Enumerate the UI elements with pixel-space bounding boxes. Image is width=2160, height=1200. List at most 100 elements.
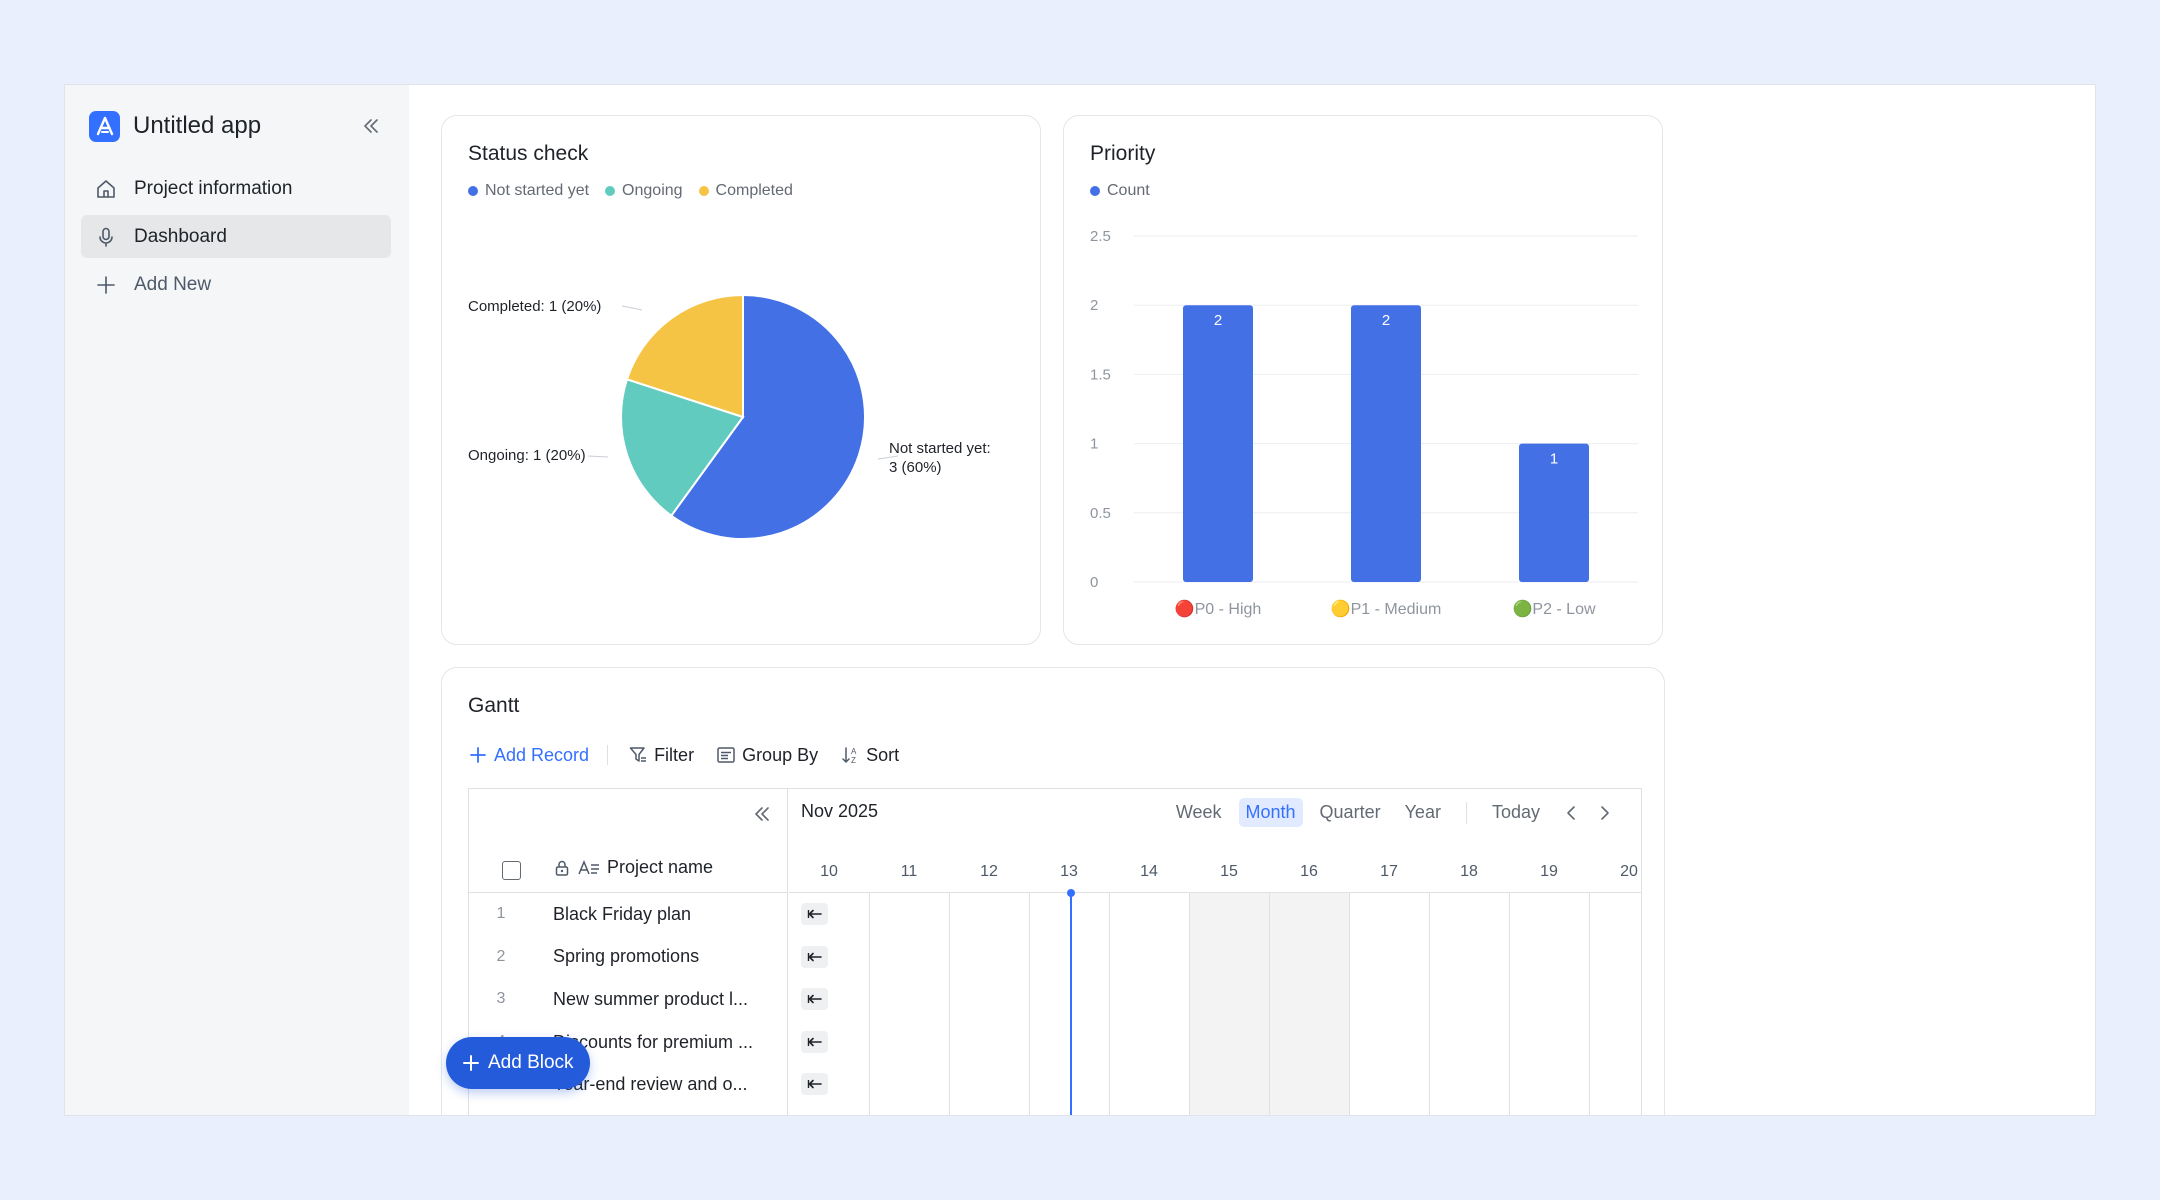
arrow-left-icon: [807, 952, 822, 961]
bar[interactable]: [1183, 305, 1253, 582]
add-record-label: Add Record: [494, 744, 590, 765]
collapse-record-list-button[interactable]: [749, 801, 775, 827]
add-block-button[interactable]: Add Block: [446, 1037, 590, 1089]
status-legend: Not started yet Ongoing Completed: [468, 182, 809, 200]
pie-slice-not-started[interactable]: [669, 293, 866, 540]
scroll-to-task-button[interactable]: [801, 1030, 828, 1053]
view-divider: [1465, 801, 1467, 824]
legend-label: Completed: [715, 182, 793, 199]
today-marker-line: [1070, 893, 1072, 1115]
pie-label-ongoing: Ongoing: 1 (20%): [468, 447, 586, 464]
x-tick-label: 🔴P0 - High: [1175, 599, 1262, 618]
collapse-sidebar-button[interactable]: [358, 113, 384, 139]
legend-dot: [1090, 186, 1100, 196]
legend-item-count[interactable]: Count: [1090, 182, 1150, 200]
pie-label-not-started: Not started yet:: [889, 440, 991, 457]
today-marker-dot: [1067, 889, 1075, 897]
y-tick-label: 2: [1090, 297, 1098, 314]
select-all-checkbox[interactable]: [502, 861, 521, 880]
gantt-timeline: Nov 2025 Week Month Quarter Year Today: [789, 789, 1641, 1115]
pie-slice-ongoing[interactable]: [620, 378, 745, 518]
grid-column-line: [869, 893, 870, 1115]
grid-column-line: [1189, 893, 1190, 1115]
grid-column-line: [1029, 893, 1030, 1115]
legend-dot: [468, 186, 478, 196]
priority-title: Priority: [1090, 142, 1156, 165]
sidebar-item-dashboard[interactable]: Dashboard: [81, 215, 391, 258]
sidebar: Untitled app Project information Dashboa…: [65, 85, 409, 1115]
add-block-label: Add Block: [488, 1052, 574, 1073]
app-window: Untitled app Project information Dashboa…: [64, 84, 2096, 1116]
scroll-to-task-button[interactable]: [801, 988, 828, 1011]
table-row[interactable]: 3 New summer product l...: [469, 978, 787, 1021]
timeline-days: 10 11 12 13 14 15 16 17 18 19 20: [789, 845, 1641, 893]
microphone-icon: [94, 225, 118, 249]
legend-label: Count: [1107, 182, 1150, 199]
grid-column-line: [1589, 893, 1590, 1115]
home-icon: [94, 177, 118, 201]
sidebar-nav: Project information Dashboard Add New: [81, 167, 391, 311]
sidebar-item-label: Dashboard: [134, 225, 227, 247]
arrow-left-icon: [807, 909, 822, 919]
bar[interactable]: [1519, 443, 1589, 582]
weekend-column: [1269, 893, 1349, 1115]
y-tick-label: 2.5: [1090, 228, 1111, 245]
status-check-card: Status check Not started yet Ongoing Com…: [441, 115, 1041, 645]
filter-button[interactable]: Filter: [628, 745, 694, 766]
view-quarter-button[interactable]: Quarter: [1319, 802, 1381, 822]
table-row[interactable]: 2 Spring promotions: [469, 936, 787, 979]
legend-label: Ongoing: [622, 182, 683, 199]
scroll-to-task-button[interactable]: [801, 945, 828, 968]
status-pie-chart: Not started yet: 3 (60%) Ongoing: 1 (20%…: [468, 293, 991, 540]
view-week-button[interactable]: Week: [1175, 802, 1222, 822]
next-period-button[interactable]: [1597, 805, 1611, 821]
bar-value-label: 2: [1382, 312, 1390, 329]
row-project-name: New summer product l...: [553, 988, 749, 1009]
field-header-project-name[interactable]: Project name: [553, 857, 713, 878]
scroll-to-task-button[interactable]: [801, 1073, 828, 1096]
scroll-to-task-button[interactable]: [801, 903, 828, 925]
day-label: 17: [1380, 863, 1398, 880]
timeline-toolbar: Nov 2025 Week Month Quarter Year Today: [789, 789, 1641, 837]
grid-column-line: [1429, 893, 1430, 1115]
chevron-right-icon: [1601, 805, 1609, 820]
legend-item-not-started[interactable]: Not started yet: [468, 182, 589, 200]
today-button[interactable]: Today: [1491, 802, 1540, 822]
bar[interactable]: [1351, 305, 1421, 582]
legend-item-ongoing[interactable]: Ongoing: [605, 182, 683, 200]
day-label: 15: [1220, 863, 1238, 880]
day-label: 20: [1620, 863, 1638, 880]
day-label: 14: [1140, 863, 1158, 880]
text-field-icon: [577, 859, 601, 877]
toolbar-divider: [607, 745, 609, 765]
view-switcher: Week Month Quarter Year Today: [1159, 798, 1611, 827]
day-label: 12: [980, 863, 998, 880]
group-by-button[interactable]: Group By: [716, 745, 818, 766]
sidebar-item-project-information[interactable]: Project information: [81, 167, 391, 210]
priority-legend: Count: [1090, 182, 1166, 200]
legend-dot: [605, 186, 616, 196]
lock-icon: [553, 859, 571, 877]
day-label: 13: [1060, 863, 1078, 880]
table-row[interactable]: 1 Black Friday plan: [469, 893, 787, 936]
app-title: Untitled app: [133, 112, 262, 139]
view-month-button[interactable]: Month: [1238, 798, 1303, 827]
sidebar-item-label: Project information: [134, 177, 293, 199]
legend-item-completed[interactable]: Completed: [698, 182, 793, 200]
svg-text:A: A: [851, 747, 857, 756]
previous-period-button[interactable]: [1565, 805, 1579, 821]
add-record-button[interactable]: Add Record: [468, 745, 589, 766]
view-year-button[interactable]: Year: [1404, 802, 1441, 822]
arrow-left-icon: [807, 1037, 822, 1047]
legend-label: Not started yet: [485, 182, 590, 199]
plus-icon: [94, 273, 118, 297]
x-tick-label: 🟢P2 - Low: [1512, 599, 1596, 618]
pie-label-completed: Completed: 1 (20%): [468, 298, 601, 315]
row-index: 1: [496, 905, 506, 923]
sidebar-item-add-new[interactable]: Add New: [81, 263, 391, 306]
record-list-header: Project name: [469, 845, 787, 893]
grid-column-line: [1349, 893, 1350, 1115]
pie-slice-completed[interactable]: [625, 293, 744, 419]
